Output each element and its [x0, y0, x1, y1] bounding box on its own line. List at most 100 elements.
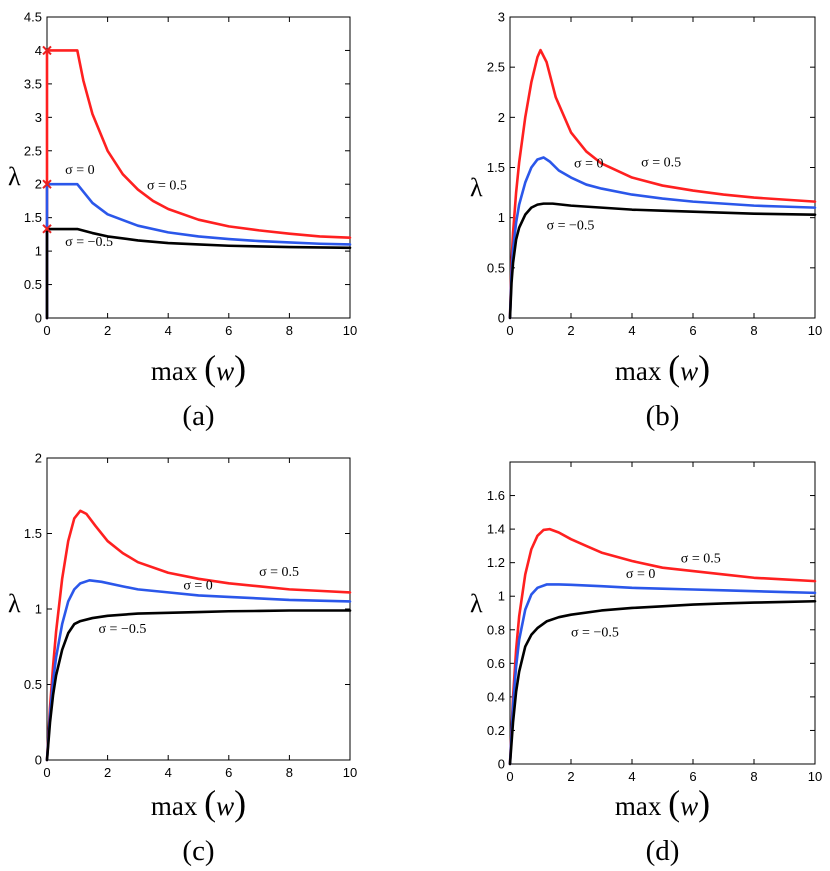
- x-axis-label-part: ): [698, 348, 710, 388]
- x-axis-label-part: max: [615, 356, 668, 386]
- y-tick-label: 2: [35, 177, 42, 192]
- y-tick-label: 1: [498, 589, 505, 604]
- x-tick-label: 6: [225, 323, 232, 338]
- x-tick-label: 2: [104, 765, 111, 780]
- x-tick-label: 10: [343, 765, 357, 780]
- plot-frame-d: [509, 461, 816, 765]
- y-tick-label: 0.5: [487, 260, 505, 275]
- sigma-annotation: σ = 0: [574, 157, 603, 172]
- x-marker: [42, 45, 52, 56]
- x-axis-label-part: max: [615, 791, 668, 821]
- x-axis-label-part: max: [151, 791, 204, 821]
- x-tick-label: 4: [628, 323, 635, 338]
- y-tick-label: 1: [35, 602, 42, 617]
- y-tick-label: 1: [498, 210, 505, 225]
- x-tick-label: 8: [286, 765, 293, 780]
- y-axis-label: λ: [470, 173, 483, 202]
- y-tick-label: 1.5: [487, 160, 505, 175]
- y-tick-label: 0: [498, 757, 505, 772]
- x-tick-label: 0: [43, 765, 50, 780]
- y-tick-label: 0.5: [24, 277, 42, 292]
- y-tick-label: 1.5: [24, 526, 42, 541]
- x-axis-label-part: (: [668, 348, 680, 388]
- y-axis-label: λ: [8, 162, 21, 191]
- sigma-pos-0-5-line-a: [45, 49, 352, 320]
- plot-frame-c: [46, 457, 351, 761]
- x-axis-label-part: ): [234, 783, 246, 823]
- sigma-annotation: σ = 0.5: [681, 552, 721, 567]
- panel-caption: (b): [646, 400, 680, 432]
- x-axis-label-part: w: [216, 356, 234, 386]
- panel-b: 0 2 4 6 8 10 0 0.5 1 1.5 2 2.5 3 σ = 0 σ = 0.5 σ = −0.5…: [470, 10, 822, 433]
- y-tick-label: 2.5: [24, 143, 42, 158]
- y-tick-label: 0.5: [24, 677, 42, 692]
- panel-caption: (c): [182, 835, 214, 867]
- panel-c: 0 2 4 6 8 10 0 0.5 1 1.5 2 σ = 0.5 σ = 0 σ = −0.5 λ max…: [8, 451, 357, 868]
- x-tick-label: 2: [567, 323, 574, 338]
- x-axis-label-part: (: [668, 783, 680, 823]
- y-tick-label: 1: [35, 244, 42, 259]
- y-tick-label: 3: [498, 10, 505, 25]
- sigma-annotation: σ = −0.5: [571, 625, 619, 640]
- y-axis-label: λ: [470, 589, 483, 618]
- sigma-pos-0-5-line-d: [508, 527, 817, 766]
- x-marker: [42, 224, 52, 234]
- y-tick-label: 0: [35, 311, 42, 326]
- x-axis-label: max (w): [151, 783, 246, 823]
- sigma-0-line-b: [508, 156, 817, 320]
- x-tick-label: 10: [808, 769, 822, 784]
- x-tick-label: 6: [689, 323, 696, 338]
- sigma-annotation: σ = −0.5: [65, 235, 113, 250]
- y-tick-label: 2: [35, 451, 42, 466]
- y-tick-label: 0.8: [487, 622, 505, 637]
- sigma-annotation: σ = 0: [626, 567, 655, 582]
- sigma-annotation: σ = −0.5: [99, 622, 147, 637]
- x-axis-label-part: ): [698, 783, 710, 823]
- y-tick-label: 0: [35, 753, 42, 768]
- y-tick-label: 0: [498, 311, 505, 326]
- x-tick-label: 4: [165, 323, 172, 338]
- y-tick-label: 2.5: [487, 60, 505, 75]
- y-tick-label: 3.5: [24, 76, 42, 91]
- x-tick-label: 0: [43, 323, 50, 338]
- x-tick-label: 2: [567, 769, 574, 784]
- x-axis-label: max (w): [615, 348, 710, 388]
- sigma-annotation: σ = 0.5: [259, 565, 299, 580]
- y-tick-label: 1.5: [24, 210, 42, 225]
- y-tick-label: 1.6: [487, 488, 505, 503]
- sigma-neg-0-5-line-b: [508, 202, 817, 320]
- x-tick-label: 10: [808, 323, 822, 338]
- y-tick-label: 1.2: [487, 555, 505, 570]
- sigma-pos-0-5-line-c: [45, 509, 352, 762]
- x-tick-label: 8: [750, 323, 757, 338]
- x-axis-label-part: max: [151, 356, 204, 386]
- x-tick-label: 0: [506, 323, 513, 338]
- sigma-pos-0-5-line-b: [508, 48, 817, 320]
- x-tick-label: 6: [689, 769, 696, 784]
- x-tick-label: 2: [104, 323, 111, 338]
- x-tick-label: 0: [506, 769, 513, 784]
- y-tick-label: 4.5: [24, 10, 42, 25]
- panel-a: 0 2 4 6 8 10 0 0.5 1 1.5 2 2.5 3 3.5 4 4.5 σ = 0 σ = 0.5 σ…: [8, 10, 357, 433]
- sigma-neg-0-5-line-c: [45, 609, 352, 762]
- x-axis-label-part: w: [216, 791, 234, 821]
- y-tick-label: 1.4: [487, 522, 505, 537]
- x-tick-label: 6: [225, 765, 232, 780]
- x-tick-label: 8: [750, 769, 757, 784]
- sigma-annotation: σ = 0.5: [641, 155, 681, 170]
- panel-caption: (a): [182, 400, 214, 432]
- x-axis-label: max (w): [615, 783, 710, 823]
- sigma-0-line-d: [508, 583, 817, 766]
- sigma-neg-0-5-line-a: [45, 227, 352, 320]
- panel-caption: (d): [646, 835, 680, 867]
- y-tick-label: 0.4: [487, 689, 505, 704]
- x-tick-label: 4: [165, 765, 172, 780]
- x-marker: [42, 179, 52, 189]
- sigma-annotation: σ = 0: [183, 578, 212, 593]
- x-tick-label: 10: [343, 323, 357, 338]
- sigma-annotation: σ = 0.5: [147, 179, 187, 194]
- x-axis-label-part: w: [680, 356, 698, 386]
- sigma-annotation: σ = 0: [65, 163, 94, 178]
- y-tick-label: 2: [498, 110, 505, 125]
